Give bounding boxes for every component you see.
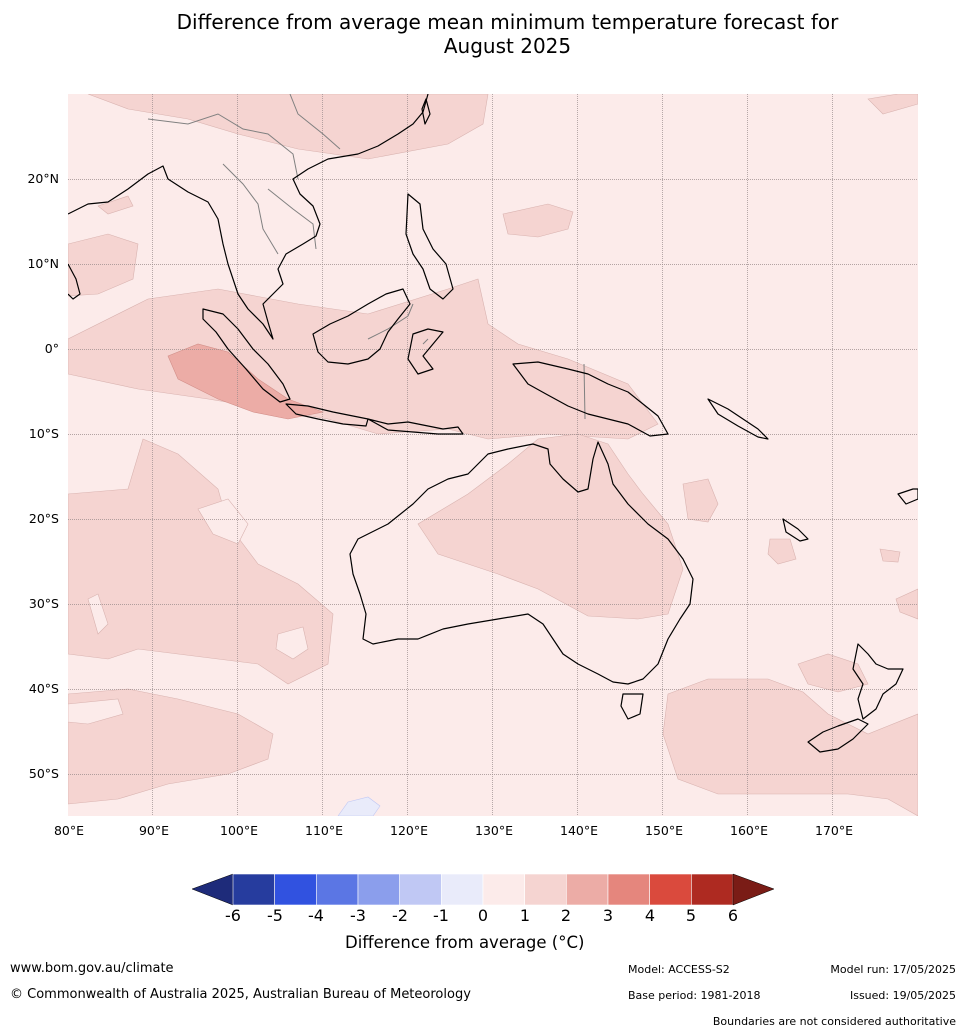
java-coast — [285, 403, 369, 427]
colorbar-segments — [232, 873, 734, 906]
colorbar — [192, 873, 774, 906]
colorbar-tick-0: 0 — [477, 906, 489, 925]
asia-coast — [68, 94, 429, 340]
colorbar-low-extend — [192, 873, 234, 906]
colorbar-tick-1: 1 — [519, 906, 531, 925]
sumatra-coast — [202, 308, 291, 403]
fiji-coast — [897, 488, 918, 505]
lesser-sunda-coast — [367, 418, 464, 435]
colorbar-segment — [691, 873, 734, 906]
colorbar-segment — [524, 873, 567, 906]
colorbar-high-extend — [732, 873, 774, 906]
colorbar-segment — [316, 873, 359, 906]
colorbar-segment — [441, 873, 484, 906]
footer-disclaimer: Boundaries are not considered authoritat… — [712, 1015, 956, 1028]
footer-model: Model: ACCESS-S2 — [628, 963, 730, 976]
anomaly-0-1-holes — [68, 498, 309, 725]
colorbar-tick-3: 3 — [602, 906, 614, 925]
colorbar-label: Difference from average (°C) — [345, 933, 584, 952]
colorbar-label-suffix: ) — [577, 933, 585, 952]
nz-north-island — [852, 643, 904, 720]
colorbar-segment — [357, 873, 400, 906]
lon-label-90e: 90°E — [138, 823, 170, 838]
lat-label-0: 0° — [44, 341, 59, 356]
colorbar-segment — [482, 873, 525, 906]
nz-south-island — [807, 718, 869, 753]
anomaly-neg-region — [337, 796, 381, 816]
colorbar-segment — [274, 873, 317, 906]
colorbar-label-unit: °C — [558, 933, 578, 952]
lat-label-50s: 50°S — [28, 766, 59, 781]
lat-label-20n: 20°N — [27, 171, 59, 186]
lon-label-130e: 130°E — [474, 823, 514, 838]
lat-label-10s: 10°S — [28, 426, 59, 441]
lon-label-150e: 150°E — [644, 823, 684, 838]
india-peninsula — [68, 263, 81, 300]
graticule — [68, 94, 918, 816]
colorbar-tick-m5: -5 — [267, 906, 283, 925]
footer-url[interactable]: www.bom.gov.au/climate — [10, 961, 174, 976]
colorbar-tick-m4: -4 — [308, 906, 324, 925]
colorbar-tick-4: 4 — [644, 906, 656, 925]
colorbar-tick-m1: -1 — [433, 906, 449, 925]
colorbar-segment — [399, 873, 442, 906]
borneo-coast — [312, 288, 411, 365]
colorbar-tick-6: 6 — [727, 906, 739, 925]
vanuatu-coast — [782, 518, 809, 542]
colorbar-label-prefix: Difference from average ( — [345, 933, 559, 952]
new-guinea-coast — [512, 361, 669, 437]
title-line-2: August 2025 — [443, 34, 572, 58]
lon-label-110e: 110°E — [304, 823, 344, 838]
colorbar-tick-2: 2 — [560, 906, 572, 925]
forecast-map — [68, 94, 918, 816]
lon-label-80e: 80°E — [53, 823, 85, 838]
colorbar-tick-m6: -6 — [225, 906, 241, 925]
colorbar-segment — [607, 873, 650, 906]
colorbar-segment — [566, 873, 609, 906]
colorbar-tick-m3: -3 — [350, 906, 366, 925]
colorbar-segment — [232, 873, 275, 906]
lon-label-140e: 140°E — [559, 823, 599, 838]
footer-model-run: Model run: 17/05/2025 — [830, 963, 956, 976]
lat-label-30s: 30°S — [28, 596, 59, 611]
colorbar-segment — [649, 873, 692, 906]
title-line-1: Difference from average mean minimum tem… — [176, 10, 839, 34]
lon-label-170e: 170°E — [814, 823, 854, 838]
footer-base-period: Base period: 1981-2018 — [628, 989, 761, 1002]
anomaly-1-2-regions — [68, 94, 918, 816]
footer-issued: Issued: 19/05/2025 — [849, 989, 956, 1002]
lon-label-120e: 120°E — [389, 823, 429, 838]
sulawesi-coast — [407, 328, 444, 375]
colorbar-tick-5: 5 — [685, 906, 697, 925]
philippines-coast — [405, 193, 454, 300]
taiwan-coast — [421, 98, 431, 125]
coastlines — [68, 94, 918, 753]
lat-label-40s: 40°S — [28, 681, 59, 696]
lon-label-160e: 160°E — [729, 823, 769, 838]
map-title: Difference from average mean minimum tem… — [0, 10, 965, 58]
footer-copyright: © Commonwealth of Australia 2025, Austra… — [10, 987, 471, 1002]
colorbar-tick-m2: -2 — [392, 906, 408, 925]
australia-coast — [349, 441, 694, 685]
tasmania-coast — [620, 693, 644, 720]
solomons-coast — [707, 398, 769, 440]
lat-label-20s: 20°S — [28, 511, 59, 526]
lat-label-10n: 10°N — [27, 256, 59, 271]
lon-label-100e: 100°E — [219, 823, 259, 838]
